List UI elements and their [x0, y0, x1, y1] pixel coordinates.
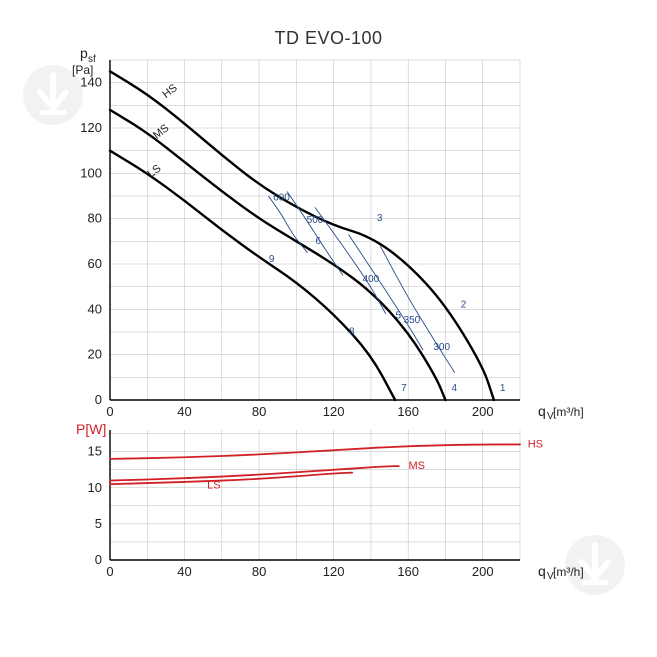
svg-text:MS: MS [408, 460, 425, 472]
svg-text:350: 350 [404, 315, 421, 326]
svg-text:6: 6 [315, 236, 321, 247]
svg-text:160: 160 [397, 404, 419, 419]
svg-text:HS: HS [160, 82, 179, 101]
svg-text:200: 200 [472, 564, 494, 579]
svg-text:15: 15 [88, 444, 102, 459]
svg-text:HS: HS [528, 438, 543, 450]
svg-text:1: 1 [500, 383, 506, 394]
svg-text:2: 2 [461, 299, 467, 310]
svg-text:400: 400 [363, 274, 380, 285]
svg-text:8: 8 [349, 327, 355, 338]
svg-text:10: 10 [88, 480, 102, 495]
svg-text:5: 5 [396, 311, 402, 322]
svg-text:9: 9 [269, 254, 275, 265]
plot-svg: 04080120160200020406080100120140psf[Pa]q… [0, 0, 657, 657]
svg-text:[m³/h]: [m³/h] [553, 405, 584, 419]
svg-text:120: 120 [323, 564, 345, 579]
svg-text:120: 120 [80, 120, 102, 135]
svg-text:0: 0 [95, 552, 102, 567]
svg-text:500: 500 [307, 215, 324, 226]
svg-text:[m³/h]: [m³/h] [553, 565, 584, 579]
svg-text:160: 160 [397, 564, 419, 579]
svg-text:60: 60 [88, 256, 102, 271]
svg-text:80: 80 [88, 211, 102, 226]
svg-text:40: 40 [177, 564, 191, 579]
svg-text:q: q [538, 563, 546, 579]
svg-text:0: 0 [95, 392, 102, 407]
svg-text:20: 20 [88, 347, 102, 362]
svg-text:P[W]: P[W] [76, 421, 106, 437]
svg-text:0: 0 [106, 564, 113, 579]
svg-text:40: 40 [177, 404, 191, 419]
svg-text:100: 100 [80, 165, 102, 180]
svg-text:4: 4 [451, 383, 457, 394]
svg-text:40: 40 [88, 301, 102, 316]
svg-text:q: q [538, 403, 546, 419]
chart-container: TD EVO-100 04080120160200020406080100120… [0, 0, 657, 657]
svg-text:LS: LS [145, 162, 163, 180]
svg-text:300: 300 [433, 342, 450, 353]
svg-text:[Pa]: [Pa] [72, 63, 93, 77]
svg-text:200: 200 [472, 404, 494, 419]
svg-text:7: 7 [401, 383, 407, 394]
svg-text:3: 3 [377, 213, 383, 224]
svg-text:5: 5 [95, 516, 102, 531]
svg-text:0: 0 [106, 404, 113, 419]
svg-text:p: p [80, 45, 88, 61]
svg-text:600: 600 [273, 193, 290, 204]
svg-text:80: 80 [252, 564, 266, 579]
svg-text:LS: LS [207, 480, 220, 492]
svg-text:120: 120 [323, 404, 345, 419]
svg-text:80: 80 [252, 404, 266, 419]
